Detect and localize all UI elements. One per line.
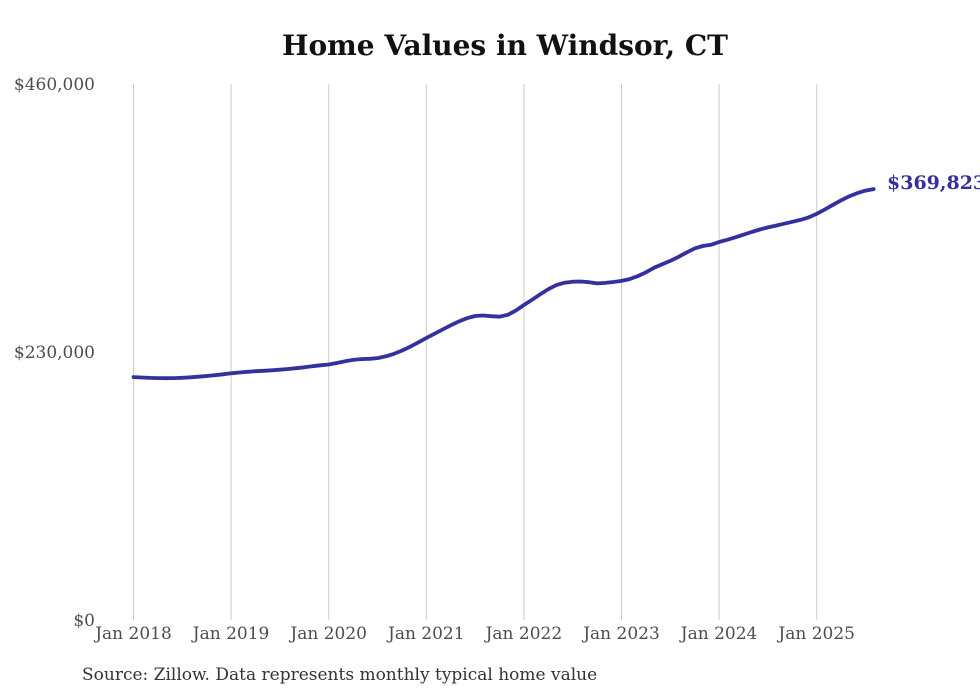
x-axis-tick-label: Jan 2024 (680, 624, 758, 644)
x-axis-tick-label: Jan 2020 (290, 624, 367, 644)
y-axis-tick-label: $0 (73, 611, 95, 631)
chart-title: Home Values in Windsor, CT (282, 29, 728, 62)
x-axis-tick-label: Jan 2021 (388, 624, 465, 644)
current-value-label: $369,823 (887, 172, 980, 194)
x-axis-tick-label: Jan 2018 (95, 624, 172, 644)
x-axis-tick-label: Jan 2019 (192, 624, 270, 644)
source-note: Source: Zillow. Data represents monthly … (82, 665, 598, 685)
x-axis-tick-label: Jan 2022 (485, 624, 563, 644)
x-axis-tick-label: Jan 2025 (778, 624, 855, 644)
x-axis-tick-label: Jan 2023 (583, 624, 660, 644)
value-line (131, 187, 876, 381)
y-axis-tick-label: $230,000 (13, 343, 95, 363)
y-axis-tick-label: $460,000 (13, 75, 95, 95)
